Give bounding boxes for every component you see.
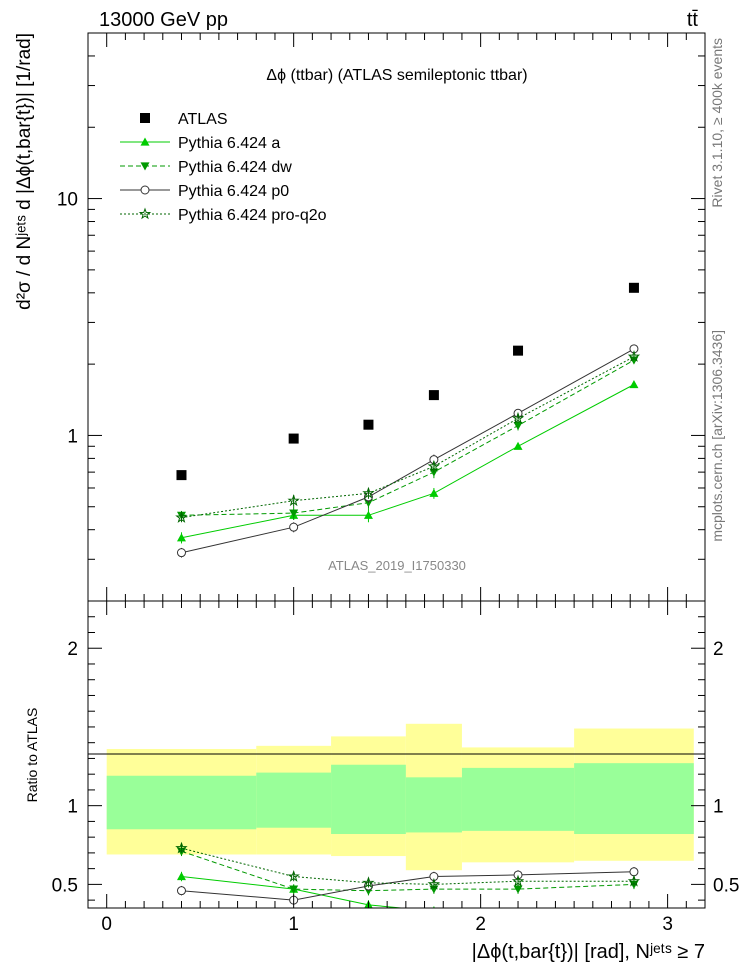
- data-point-pythia-6-424-p0: [176, 548, 186, 558]
- ratio-y-tick-label: 2: [67, 639, 78, 660]
- analysis-id: ATLAS_2019_I1750330: [328, 558, 466, 573]
- data-point-pythia-6-424-a: [176, 533, 186, 542]
- data-point-atlas: [513, 345, 524, 356]
- main-panel: 1 10 Δϕ (ttbar) (ATLAS semileptonic ttbar…: [14, 32, 706, 602]
- main-y-axis-label: d²σ / d Nʲᵉᵗˢ d |Δϕ(t,bar{t})| [1/rad]: [14, 33, 35, 310]
- legend-marker-pythia-6-424-a: [140, 137, 150, 146]
- x-tick-label: 1: [288, 914, 299, 935]
- uncertainty-band-stat: [256, 772, 332, 828]
- legend-label-pythia-6-424-a: Pythia 6.424 a: [178, 135, 280, 152]
- ratio-line-pythia-6-424-a: [181, 876, 407, 908]
- ratio-y-tick-label: 0.5: [52, 875, 78, 896]
- data-point-pythia-6-424-a: [429, 488, 439, 497]
- uncertainty-band-stat: [331, 764, 406, 835]
- ratio-y-tick-label-right: 1: [713, 797, 724, 818]
- ratio-y-tick-label-right: 0.5: [713, 875, 739, 896]
- ratio-line-pythia-6-424-pro-q2o: [181, 847, 634, 885]
- data-point-pythia-6-424-pro-q2o: [511, 411, 525, 424]
- legend-label-pythia-6-424-p0: Pythia 6.424 p0: [178, 183, 289, 200]
- ratio-panel: 0.5 0.5 1 1 2 2 0 1 2 3 Ratio to ATLAS |Δϕ(t,bar{…: [24, 600, 739, 963]
- ratio-point-pythia-6-424-pro-q2o: [511, 874, 525, 887]
- data-point-pythia-6-424-pro-q2o: [427, 459, 441, 472]
- series-line-pythia-6-424-pro-q2o: [181, 356, 635, 519]
- uncertainty-band-stat: [405, 777, 462, 833]
- plot-title: Δϕ (ttbar) (ATLAS semileptonic ttbar): [266, 67, 527, 84]
- uncertainty-band-stat: [461, 767, 575, 831]
- data-point-pythia-6-424-dw: [513, 422, 523, 431]
- legend-marker-pythia-6-424-p0: [140, 185, 150, 195]
- legend-label-pythia-6-424-pro-q2o: Pythia 6.424 pro-q2o: [178, 207, 327, 224]
- data-point-atlas: [628, 282, 639, 293]
- data-point-pythia-6-424-a: [513, 441, 523, 450]
- process-label: tt̄: [687, 9, 699, 31]
- legend-marker-atlas: [140, 113, 150, 123]
- ratio-point-pythia-6-424-p0: [629, 867, 639, 877]
- x-tick-label: 3: [662, 914, 673, 935]
- ratio-point-pythia-6-424-pro-q2o: [175, 841, 188, 854]
- ratio-point-pythia-6-424-p0: [176, 886, 186, 896]
- x-tick-label: 0: [101, 914, 112, 935]
- ratio-point-pythia-6-424-pro-q2o: [362, 876, 375, 889]
- data-point-pythia-6-424-dw: [363, 499, 373, 508]
- data-point-pythia-6-424-pro-q2o: [362, 486, 375, 499]
- ratio-point-pythia-6-424-pro-q2o: [427, 877, 441, 890]
- series-line-pythia-6-424-p0: [181, 348, 635, 554]
- ratio-point-pythia-6-424-dw: [513, 885, 523, 894]
- mcplots-source-label: mcplots.cern.ch [arXiv:1306.3436]: [709, 330, 725, 542]
- data-point-atlas: [176, 470, 187, 481]
- data-point-pythia-6-424-pro-q2o: [175, 511, 188, 523]
- energy-label: 13000 GeV pp: [99, 9, 228, 31]
- legend-marker-pythia-6-424-dw: [140, 162, 150, 171]
- rivet-version-label: Rivet 3.1.10, ≥ 400k events: [709, 38, 725, 208]
- data-point-pythia-6-424-a: [363, 510, 373, 519]
- data-point-pythia-6-424-pro-q2o: [287, 494, 300, 507]
- ratio-point-pythia-6-424-pro-q2o: [287, 869, 300, 882]
- data-point-pythia-6-424-a: [629, 380, 639, 389]
- ratio-line-pythia-6-424-dw: [181, 850, 635, 892]
- series-line-pythia-6-424-dw: [181, 359, 635, 516]
- y-tick-label: 10: [57, 190, 78, 211]
- legend: ATLAS Pythia 6.424 a Pythia 6.424 dw Pythia…: [120, 111, 327, 224]
- ratio-point-pythia-6-424-pro-q2o: [627, 874, 641, 887]
- data-point-pythia-6-424-pro-q2o: [627, 350, 641, 362]
- x-axis-label: |Δϕ(t,bar{t})| [rad], Nʲᵉᵗˢ ≥ 7: [472, 941, 705, 963]
- uncertainty-band-stat: [574, 763, 694, 835]
- ratio-y-tick-label-right: 2: [713, 639, 724, 660]
- data-point-atlas: [428, 390, 439, 401]
- ratio-frame: [87, 600, 706, 909]
- data-point-pythia-6-424-dw: [289, 509, 299, 518]
- ratio-point-pythia-6-424-a: [629, 911, 638, 919]
- legend-marker-pythia-6-424-pro-q2o: [138, 207, 152, 220]
- legend-label-atlas: ATLAS: [178, 111, 228, 128]
- x-tick-label: 2: [475, 914, 486, 935]
- uncertainty-band-stat: [106, 775, 257, 830]
- ratio-point-pythia-6-424-dw: [289, 885, 299, 894]
- ratio-point-pythia-6-424-a: [176, 872, 186, 881]
- ratio-point-pythia-6-424-a: [514, 910, 523, 918]
- ratio-line-pythia-6-424-p0: [181, 871, 635, 901]
- data-point-pythia-6-424-p0: [289, 522, 299, 532]
- ratio-y-axis-label: Ratio to ATLAS: [24, 708, 40, 803]
- series-line-pythia-6-424-a: [181, 384, 635, 539]
- ratio-y-tick-label: 1: [67, 797, 78, 818]
- data-point-atlas: [288, 433, 299, 444]
- y-tick-label: 1: [67, 426, 78, 447]
- legend-label-pythia-6-424-dw: Pythia 6.424 dw: [178, 159, 292, 176]
- data-point-atlas: [363, 419, 374, 430]
